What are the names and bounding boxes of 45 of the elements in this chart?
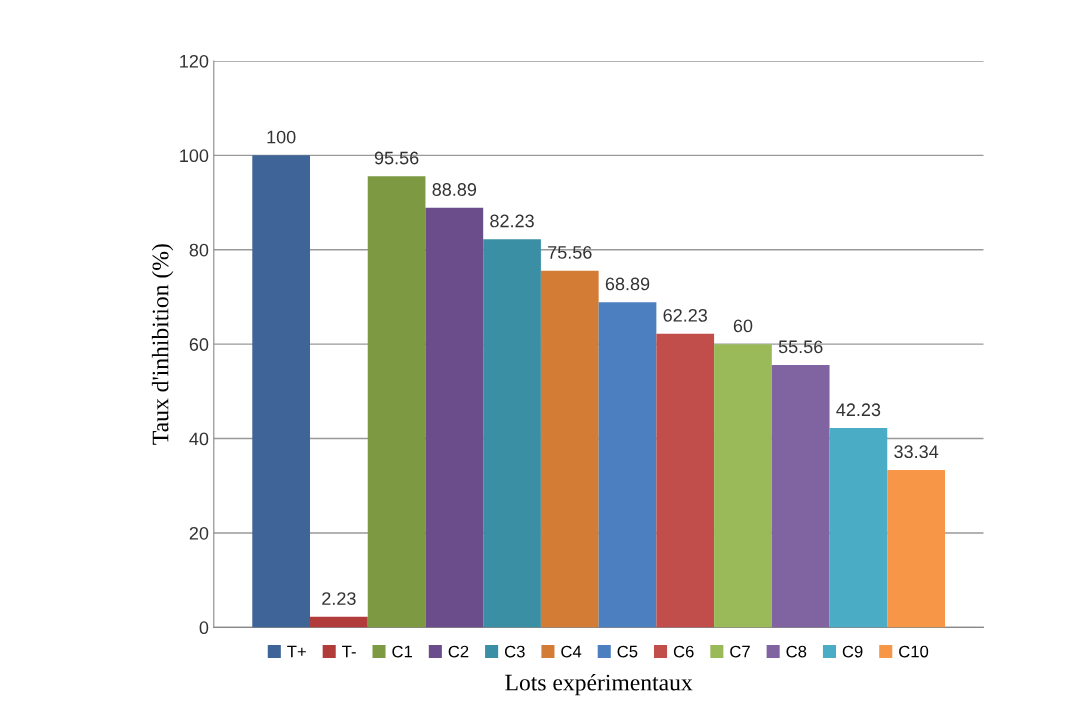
bar (540, 270, 599, 628)
y-tick-label: 20 (189, 526, 209, 540)
y-tick-label: 120 (180, 54, 209, 68)
data-label: 68.89 (605, 277, 650, 291)
y-tick-label: 80 (189, 243, 209, 257)
legend-label: C1 (392, 645, 412, 658)
y-axis-title: Taux d'inhibition (%) (151, 244, 174, 445)
legend-label: T- (342, 645, 356, 658)
data-label: 2.23 (322, 592, 356, 605)
data-label: 88.89 (432, 183, 477, 196)
data-label: 62.23 (663, 308, 708, 322)
data-label: 82.23 (490, 214, 534, 228)
data-label: 33.34 (894, 445, 939, 459)
legend-label: C2 (448, 645, 469, 658)
legend-label: C3 (504, 645, 525, 658)
legend-label: C6 (673, 645, 694, 658)
data-label: 100 (267, 130, 296, 144)
y-tick-label: 60 (189, 338, 209, 351)
bar (367, 176, 426, 628)
data-label: 75.56 (548, 246, 592, 259)
legend-label: C9 (842, 645, 863, 658)
bar (252, 155, 311, 628)
bar (310, 616, 368, 628)
bar (656, 333, 715, 628)
bar (714, 344, 772, 628)
bar (483, 239, 541, 628)
legend-label: C8 (786, 645, 807, 658)
data-label: 55.56 (778, 340, 823, 354)
bar (887, 470, 945, 628)
y-tick-label: 0 (199, 621, 209, 635)
legend-label: C10 (899, 645, 929, 658)
bar (829, 428, 888, 628)
y-tick-label: 100 (180, 149, 209, 163)
legend-label: C4 (561, 645, 582, 658)
bar (598, 302, 657, 628)
data-label: 42.23 (836, 403, 881, 417)
x-axis-title: Lots expérimentaux (505, 673, 693, 696)
y-tick-label: 40 (189, 432, 209, 446)
legend-label: C7 (730, 645, 750, 658)
bar (771, 365, 830, 628)
legend-label: C5 (617, 645, 638, 658)
legend-label: T+ (287, 645, 306, 658)
bar (425, 207, 484, 628)
data-label: 60 (733, 319, 753, 333)
data-label: 95.56 (374, 151, 419, 165)
